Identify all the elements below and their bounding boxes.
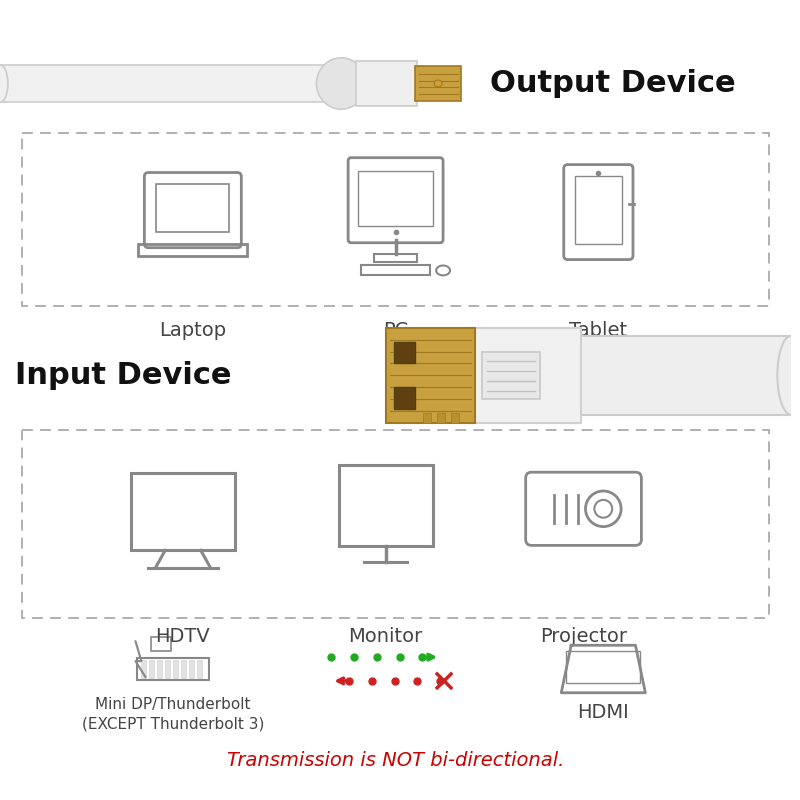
Bar xyxy=(386,328,474,422)
Bar xyxy=(150,660,154,678)
Text: Transmission is NOT bi-directional.: Transmission is NOT bi-directional. xyxy=(227,751,564,770)
Bar xyxy=(142,660,146,678)
Bar xyxy=(138,658,209,680)
Bar xyxy=(423,413,431,422)
Bar xyxy=(158,660,162,678)
Bar xyxy=(451,413,459,422)
Bar xyxy=(467,328,581,422)
Bar xyxy=(356,61,418,106)
Bar xyxy=(131,473,235,550)
Bar xyxy=(358,170,433,226)
Bar xyxy=(374,254,418,262)
Ellipse shape xyxy=(0,65,8,102)
Ellipse shape xyxy=(778,336,800,415)
Text: Output Device: Output Device xyxy=(490,69,735,98)
Ellipse shape xyxy=(434,80,442,87)
Text: PC: PC xyxy=(383,321,408,340)
Bar xyxy=(138,244,247,256)
Text: Mini DP/Thunderbolt
(EXCEPT Thunderbolt 3): Mini DP/Thunderbolt (EXCEPT Thunderbolt … xyxy=(82,697,264,731)
Text: Laptop: Laptop xyxy=(159,321,226,340)
Bar xyxy=(394,387,415,409)
Bar xyxy=(189,660,194,678)
Bar xyxy=(156,184,230,232)
Text: HDMI: HDMI xyxy=(578,702,629,722)
Bar xyxy=(394,342,415,363)
Bar xyxy=(437,413,445,422)
Text: Tablet: Tablet xyxy=(570,321,627,340)
Text: Input Device: Input Device xyxy=(15,361,231,390)
Text: Monitor: Monitor xyxy=(349,627,423,646)
Bar xyxy=(482,351,539,399)
Bar xyxy=(574,177,622,244)
Bar xyxy=(151,638,171,651)
Text: Projector: Projector xyxy=(540,627,627,646)
Bar xyxy=(524,336,791,415)
Bar xyxy=(197,660,202,678)
Ellipse shape xyxy=(317,58,366,110)
Bar xyxy=(338,466,433,546)
Bar xyxy=(566,651,640,683)
Bar xyxy=(165,660,170,678)
Text: HDTV: HDTV xyxy=(155,627,210,646)
Bar xyxy=(0,65,376,102)
Bar xyxy=(415,66,461,102)
Bar xyxy=(361,266,430,275)
Bar xyxy=(181,660,186,678)
Bar xyxy=(173,660,178,678)
